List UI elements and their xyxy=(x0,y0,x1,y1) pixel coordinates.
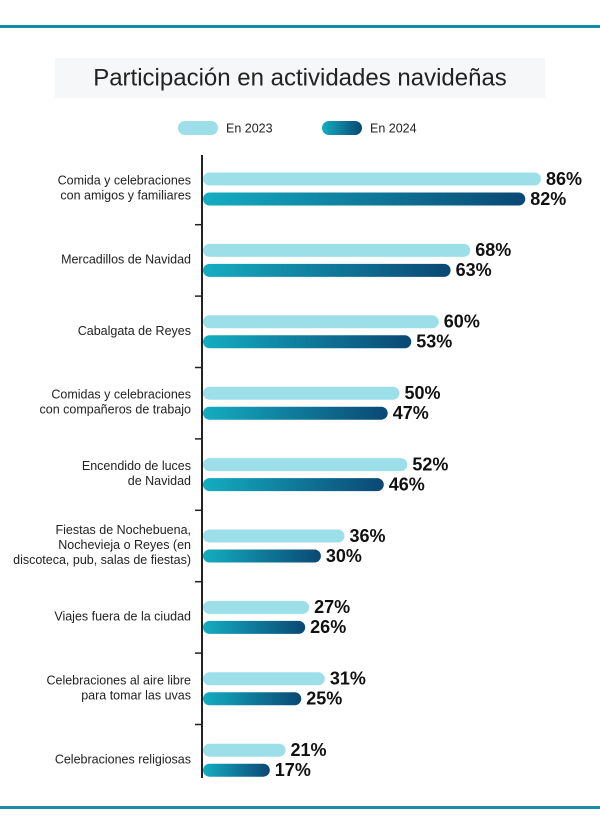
bar xyxy=(203,386,400,400)
bar xyxy=(203,549,321,563)
bar xyxy=(203,743,286,757)
category-label: Celebraciones al aire libre para tomar la… xyxy=(46,674,191,703)
value-label: 53% xyxy=(416,332,452,352)
legend-label: En 2024 xyxy=(370,121,417,135)
value-label: 21% xyxy=(291,740,327,760)
category-label: Mercadillos de Navidad xyxy=(61,253,191,267)
category-label: Viajes fuera de la ciudad xyxy=(54,610,191,624)
category-label: Fiestas de Nochebuena, Nochevieja o Reyes… xyxy=(13,523,191,567)
legend-swatch xyxy=(322,121,362,135)
chart-title: Participación en actividades navideñas xyxy=(93,64,507,91)
bar xyxy=(203,243,471,257)
value-label: 52% xyxy=(412,454,448,474)
legend-label: En 2023 xyxy=(226,121,273,135)
value-label: 36% xyxy=(349,526,385,546)
value-label: 68% xyxy=(475,240,511,260)
value-label: 25% xyxy=(306,689,342,709)
category-label: Encendido de luces de Navidad xyxy=(82,459,191,488)
title-band xyxy=(55,58,545,98)
value-label: 27% xyxy=(314,597,350,617)
bar xyxy=(203,478,384,492)
bar xyxy=(203,192,526,206)
value-label: 30% xyxy=(326,546,362,566)
bar xyxy=(203,672,325,686)
value-label: 46% xyxy=(389,474,425,494)
value-label: 82% xyxy=(530,189,566,209)
bar xyxy=(203,529,345,543)
legend-swatch xyxy=(178,121,218,135)
value-label: 17% xyxy=(275,760,311,780)
bar xyxy=(203,172,541,186)
category-label: Comidas y celebraciones con compañeros de… xyxy=(40,388,192,417)
top-rule xyxy=(0,25,600,28)
value-label: 63% xyxy=(456,260,492,280)
bar xyxy=(203,600,310,614)
bar xyxy=(203,458,408,472)
value-label: 86% xyxy=(546,169,582,189)
category-label: Comida y celebraciones con amigos y famil… xyxy=(58,174,191,203)
bottom-rule xyxy=(0,806,600,809)
bar xyxy=(203,315,439,329)
bar xyxy=(203,406,388,420)
value-label: 60% xyxy=(444,312,480,332)
value-label: 50% xyxy=(405,383,441,403)
bar xyxy=(203,692,302,706)
value-label: 47% xyxy=(393,403,429,423)
bar xyxy=(203,263,451,277)
value-label: 26% xyxy=(310,617,346,637)
bar xyxy=(203,335,412,349)
value-label: 31% xyxy=(330,669,366,689)
bar xyxy=(203,620,306,634)
category-label: Cabalgata de Reyes xyxy=(78,324,191,338)
bar xyxy=(203,763,270,777)
category-label: Celebraciones religiosas xyxy=(55,752,191,766)
